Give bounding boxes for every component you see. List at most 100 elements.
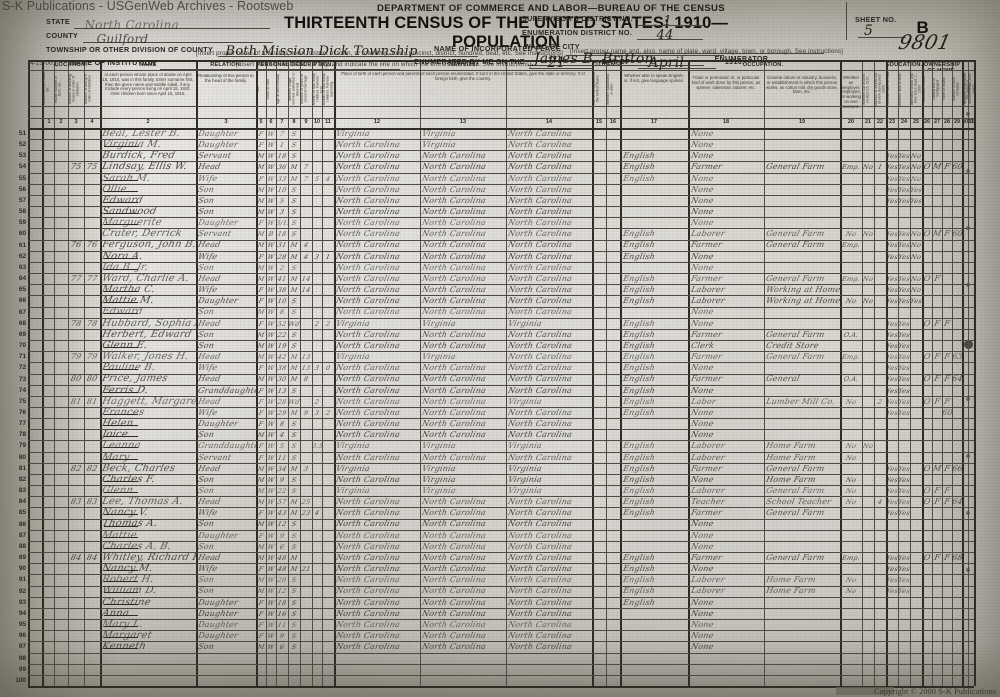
cell-name: Walker, Jones H. xyxy=(100,352,190,363)
cell-pob-f: North Carolina xyxy=(421,240,488,250)
cell-yrs: 14 xyxy=(300,274,312,283)
cell-relation: Son xyxy=(197,430,216,440)
cell-pob: North Carolina xyxy=(335,642,402,652)
cell-pob-m: North Carolina xyxy=(507,374,574,384)
cell-pob-m: North Carolina xyxy=(507,497,574,507)
ditto-underline xyxy=(104,369,138,371)
cell-ms: S xyxy=(290,531,298,540)
cell-occ: None xyxy=(690,597,715,607)
cell-pob: North Carolina xyxy=(335,474,402,484)
cell-ms: Wd xyxy=(287,319,301,328)
cell-pob: North Carolina xyxy=(335,329,402,339)
cell-pob-m: North Carolina xyxy=(507,162,574,172)
grid-hline xyxy=(28,306,974,308)
column-number-3: 3 xyxy=(224,119,228,125)
cell-write: Yes xyxy=(897,319,911,328)
grid-hline xyxy=(28,407,974,408)
cell-occ: None xyxy=(690,151,715,161)
grid-hline xyxy=(28,194,974,196)
cell-ms: S xyxy=(290,453,298,462)
cell-relation: Son xyxy=(197,329,216,339)
cell-name: Hubbard, Sophia A. xyxy=(100,318,198,329)
cell-pob-m: North Carolina xyxy=(507,296,574,306)
cell-relation: Son xyxy=(197,262,216,272)
grid-vline xyxy=(300,60,301,686)
cell-occ: None xyxy=(690,564,715,574)
cell-eng: English xyxy=(622,340,656,350)
grid-hline xyxy=(28,362,974,364)
cell-write: Yes xyxy=(897,464,911,473)
cell-school: No xyxy=(910,174,922,183)
cell-yrs: 4 xyxy=(302,241,310,250)
grid-vline xyxy=(620,60,622,686)
cell-pob-f: North Carolina xyxy=(421,419,488,429)
row-line-number: 95 xyxy=(18,621,26,629)
grid-hline xyxy=(28,106,974,107)
english-column-description: Whether able to speak English; or, if no… xyxy=(623,74,685,83)
cell-write: Yes xyxy=(897,565,911,574)
cell-pob: North Carolina xyxy=(335,530,402,540)
grid-vline xyxy=(942,60,943,686)
cell-pob-f: North Carolina xyxy=(421,541,488,551)
cell-occ: Farmer xyxy=(690,240,724,250)
col-caption-naturalized: Whether naturalized or alien xyxy=(607,73,614,105)
cell-pob-f: North Carolina xyxy=(421,519,488,529)
grid-hline xyxy=(28,328,974,330)
cell-pob-m: North Carolina xyxy=(507,586,574,596)
ditto-underline xyxy=(104,436,138,438)
cell-occ: None xyxy=(690,195,715,205)
cell-relation: Daughter xyxy=(197,128,240,138)
row-line-number: 93 xyxy=(18,598,26,606)
occupation-industry-description: General nature of industry, business, or… xyxy=(766,76,838,95)
grid-vline xyxy=(898,60,899,686)
cell-school: No xyxy=(910,241,922,250)
row-line-number: 91 xyxy=(18,576,26,584)
cell-pob-f: Virginia xyxy=(421,318,457,328)
cell-pob-m: North Carolina xyxy=(507,285,574,295)
cell-occ: Farmer xyxy=(690,329,724,339)
cell-pob: North Carolina xyxy=(335,564,402,574)
cell-fam: 78 xyxy=(85,318,99,328)
cell-relation: Wife xyxy=(197,508,219,518)
cell-ch-b: 2 xyxy=(313,397,321,406)
col-caption-dwelling: Number of dwelling house in order of vis… xyxy=(69,74,80,104)
ditto-underline xyxy=(104,625,138,627)
cell-fam: 83 xyxy=(85,497,99,507)
cell-eng: English xyxy=(622,552,656,562)
cell-relation: Son xyxy=(197,586,216,596)
header-divider xyxy=(846,2,847,40)
cell-eng: English xyxy=(622,363,656,373)
row-line-number: 70 xyxy=(18,342,26,350)
cell-school: Yes xyxy=(909,297,923,306)
cell-ch-l: 1 xyxy=(324,252,332,261)
cell-ms: S xyxy=(290,587,298,596)
cell-pob-m: North Carolina xyxy=(507,564,574,574)
cell-ch-l: 2 xyxy=(324,408,332,417)
cell-occ: Labor xyxy=(690,396,717,406)
grid-vline xyxy=(840,60,842,686)
cell-ind: Home Farm xyxy=(765,452,817,462)
cell-pob: North Carolina xyxy=(335,363,402,373)
grid-vline xyxy=(974,60,976,686)
cell-pob-m: North Carolina xyxy=(507,262,574,272)
cell-pob: North Carolina xyxy=(335,251,402,261)
cell-pob-m: Virginia xyxy=(507,396,543,406)
cell-pob-m: North Carolina xyxy=(507,195,574,205)
cell-pob-f: North Carolina xyxy=(421,552,488,562)
ditto-underline xyxy=(104,570,138,572)
cell-eng: English xyxy=(622,329,656,339)
cell-occ: None xyxy=(690,430,715,440)
cell-empl: No xyxy=(845,587,857,596)
cell-pob-f: North Carolina xyxy=(421,608,488,618)
group-header-name: NAME xyxy=(139,62,157,68)
cell-eng: English xyxy=(622,486,656,495)
ditto-underline xyxy=(104,224,138,226)
grid-vline xyxy=(962,60,964,686)
cell-eng: English xyxy=(622,229,656,239)
ditto-underline xyxy=(104,313,138,315)
ditto-underline xyxy=(104,514,138,516)
cell-occ: None xyxy=(690,642,715,652)
grid-vline xyxy=(932,60,933,686)
cell-relation: Daughter xyxy=(197,296,240,306)
cell-ind: Lumber Mill Co. xyxy=(765,396,837,406)
